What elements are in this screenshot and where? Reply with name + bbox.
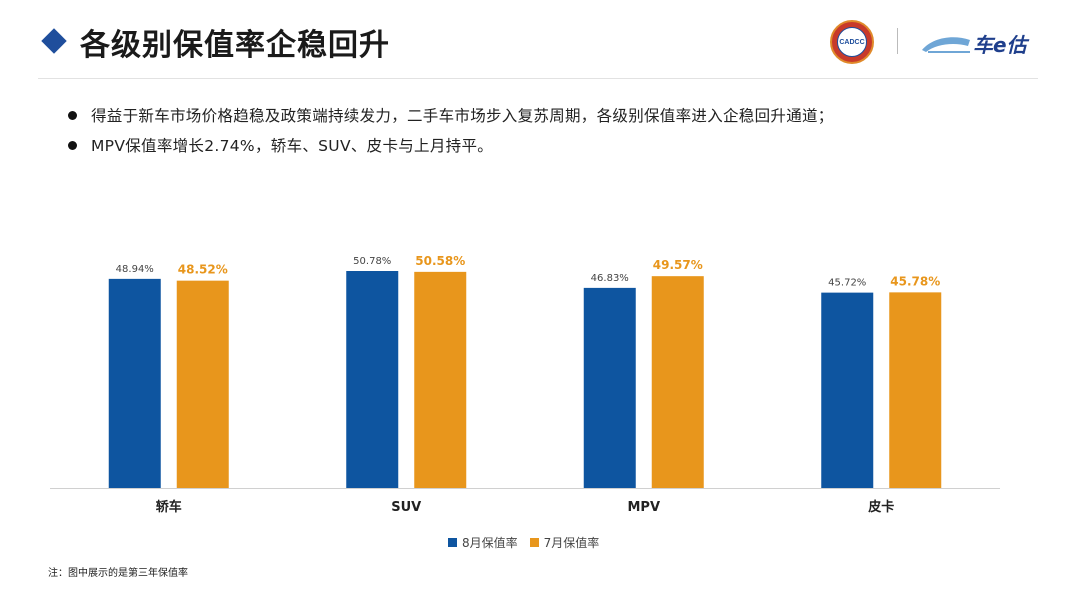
bar (108, 278, 161, 488)
bar (176, 280, 229, 488)
footnote: 注：图中展示的是第三年保值率 (48, 568, 188, 579)
bar (583, 287, 636, 488)
bullet-dot-icon (68, 110, 77, 120)
category-label: 轿车 (156, 499, 182, 515)
bar (346, 271, 399, 488)
legend-label-jul: 7月保值率 (543, 536, 600, 550)
category-label: SUV (391, 500, 421, 515)
data-label: 45.72% (828, 278, 866, 289)
header: 各级别保值率企稳回升 CADCC 车e估 (0, 0, 1080, 78)
legend-item-jul: 7月保值率 (529, 534, 600, 551)
legend-swatch-aug (448, 538, 457, 547)
seal-center: CADCC (837, 27, 867, 57)
data-label: 48.94% (116, 264, 154, 275)
category-label: 皮卡 (867, 499, 894, 515)
category-label: MPV (627, 500, 660, 515)
bullet-list: 得益于新车市场价格趋稳及政策端持续发力，二手车市场步入复苏周期，各级别保值率进入… (68, 104, 834, 164)
bullet-text: MPV保值率增长2.74%，轿车、SUV、皮卡与上月持平。 (91, 137, 494, 155)
legend-item-aug: 8月保值率 (448, 534, 518, 551)
bar (414, 271, 467, 488)
bar (889, 292, 942, 488)
car-outline-icon (922, 37, 970, 53)
bullet-item: 得益于新车市场价格趋稳及政策端持续发力，二手车市场步入复苏周期，各级别保值率进入… (68, 104, 834, 126)
data-label: 49.57% (653, 258, 703, 272)
data-label: 45.78% (890, 274, 940, 288)
page-title: 各级别保值率企稳回升 (80, 28, 390, 63)
bullet-dot-icon (68, 140, 77, 150)
cadcc-seal-icon: CADCC (830, 20, 874, 64)
brand-logo-text: 车e估 (973, 33, 1027, 57)
chart-legend: 8月保值率 7月保值率 (448, 534, 611, 551)
bullet-text: 得益于新车市场价格趋稳及政策端持续发力，二手车市场步入复苏周期，各级别保值率进入… (91, 107, 834, 125)
data-label: 46.83% (591, 273, 629, 284)
data-label: 48.52% (178, 263, 228, 277)
data-label: 50.58% (415, 254, 465, 268)
bar (821, 292, 874, 488)
seal-text: CADCC (839, 38, 865, 46)
logo-divider (897, 28, 898, 54)
bullet-item: MPV保值率增长2.74%，轿车、SUV、皮卡与上月持平。 (68, 134, 834, 156)
data-label: 50.78% (353, 256, 391, 267)
header-divider (38, 78, 1038, 79)
legend-label-aug: 8月保值率 (462, 536, 518, 550)
bar (651, 276, 704, 488)
legend-swatch-jul (529, 538, 539, 547)
